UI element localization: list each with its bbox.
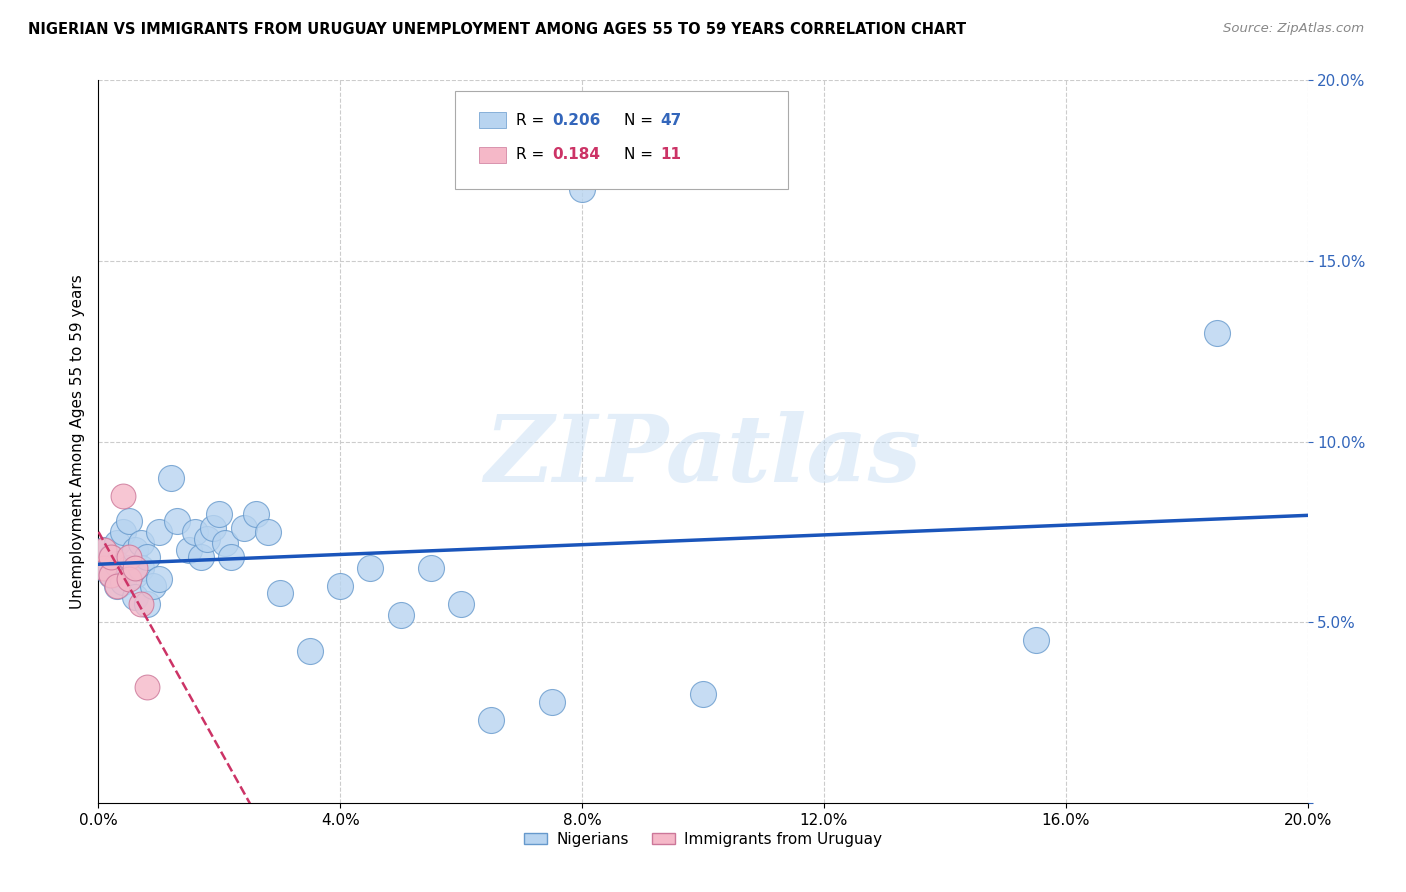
Point bbox=[129, 561, 152, 575]
Point bbox=[450, 597, 472, 611]
Point bbox=[232, 521, 254, 535]
Point bbox=[190, 550, 212, 565]
Point bbox=[100, 550, 122, 565]
Point bbox=[160, 471, 183, 485]
Point bbox=[105, 558, 128, 572]
Legend: Nigerians, Immigrants from Uruguay: Nigerians, Immigrants from Uruguay bbox=[517, 826, 889, 853]
Point bbox=[360, 561, 382, 575]
Text: N =: N = bbox=[624, 112, 658, 128]
Point bbox=[93, 561, 115, 575]
Point bbox=[118, 514, 141, 528]
Text: 47: 47 bbox=[661, 112, 682, 128]
Point bbox=[214, 535, 236, 549]
Point bbox=[93, 542, 115, 557]
Point bbox=[142, 579, 165, 593]
Text: ZIPatlas: ZIPatlas bbox=[485, 411, 921, 501]
Point bbox=[245, 507, 267, 521]
Point bbox=[179, 542, 201, 557]
Point bbox=[118, 572, 141, 586]
Point bbox=[100, 550, 122, 565]
Point bbox=[135, 597, 157, 611]
Point bbox=[269, 586, 291, 600]
Point bbox=[124, 590, 146, 604]
Point bbox=[299, 644, 322, 658]
FancyBboxPatch shape bbox=[479, 147, 506, 162]
Point bbox=[100, 568, 122, 582]
Point bbox=[208, 507, 231, 521]
FancyBboxPatch shape bbox=[456, 91, 787, 189]
Point bbox=[202, 521, 225, 535]
FancyBboxPatch shape bbox=[479, 112, 506, 128]
Point bbox=[135, 680, 157, 694]
Point bbox=[111, 524, 134, 539]
Point bbox=[105, 535, 128, 549]
Point bbox=[118, 561, 141, 575]
Point bbox=[100, 568, 122, 582]
Point bbox=[129, 535, 152, 549]
Text: 0.184: 0.184 bbox=[551, 147, 600, 162]
Point bbox=[118, 550, 141, 565]
Y-axis label: Unemployment Among Ages 55 to 59 years: Unemployment Among Ages 55 to 59 years bbox=[70, 274, 86, 609]
Point bbox=[93, 561, 115, 575]
Text: 11: 11 bbox=[661, 147, 682, 162]
Point bbox=[111, 575, 134, 590]
Point bbox=[135, 550, 157, 565]
Point bbox=[1024, 633, 1046, 648]
Point bbox=[105, 579, 128, 593]
Text: R =: R = bbox=[516, 112, 548, 128]
Point bbox=[692, 687, 714, 701]
Point bbox=[93, 542, 115, 557]
Point bbox=[195, 532, 218, 546]
Point bbox=[256, 524, 278, 539]
Text: NIGERIAN VS IMMIGRANTS FROM URUGUAY UNEMPLOYMENT AMONG AGES 55 TO 59 YEARS CORRE: NIGERIAN VS IMMIGRANTS FROM URUGUAY UNEM… bbox=[28, 22, 966, 37]
Point bbox=[389, 607, 412, 622]
Point bbox=[124, 561, 146, 575]
Point bbox=[124, 542, 146, 557]
Point bbox=[184, 524, 207, 539]
Point bbox=[420, 561, 443, 575]
Point bbox=[105, 579, 128, 593]
Point bbox=[166, 514, 188, 528]
Point bbox=[571, 182, 593, 196]
Point bbox=[1206, 326, 1229, 340]
Point bbox=[329, 579, 352, 593]
Point bbox=[124, 568, 146, 582]
Point bbox=[481, 713, 503, 727]
Point bbox=[221, 550, 243, 565]
Text: 0.206: 0.206 bbox=[551, 112, 600, 128]
Point bbox=[540, 695, 562, 709]
Point bbox=[111, 489, 134, 503]
Point bbox=[148, 524, 170, 539]
Text: N =: N = bbox=[624, 147, 658, 162]
Text: R =: R = bbox=[516, 147, 548, 162]
Point bbox=[148, 572, 170, 586]
Point bbox=[129, 597, 152, 611]
Text: Source: ZipAtlas.com: Source: ZipAtlas.com bbox=[1223, 22, 1364, 36]
